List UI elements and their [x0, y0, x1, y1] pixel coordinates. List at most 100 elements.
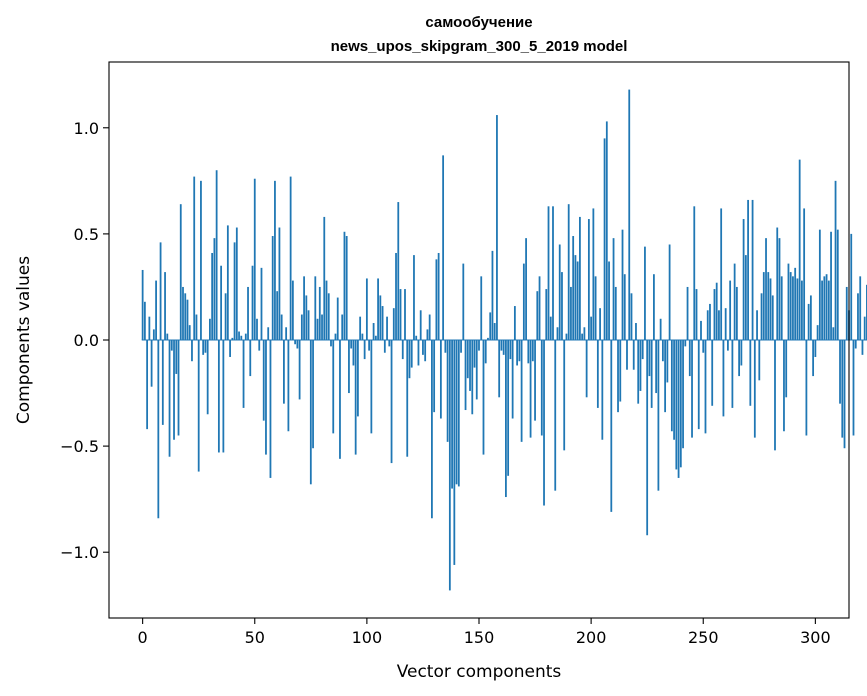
bar-184 [554, 340, 557, 491]
bar-18 [182, 286, 184, 340]
x-axis: 0 50 100 150 200 250 300 [138, 618, 831, 647]
bar-55 [265, 340, 267, 455]
bar-72 [303, 276, 305, 340]
bar-58 [271, 236, 274, 340]
bar-277 [762, 272, 765, 340]
bar-154 [487, 337, 489, 340]
bar-255 [713, 289, 716, 340]
bar-73 [305, 295, 308, 340]
bar-146 [469, 340, 471, 391]
bar-103 [372, 323, 375, 340]
bar-294 [801, 280, 803, 340]
bar-180 [545, 289, 548, 340]
bar-19 [184, 293, 187, 340]
bar-172 [527, 340, 530, 364]
bar-312 [841, 340, 844, 438]
bar-91 [345, 236, 348, 340]
bar-204 [599, 308, 601, 340]
bar-274 [756, 310, 758, 340]
bar-71 [300, 314, 303, 340]
bar-69 [296, 340, 299, 349]
bar-111 [390, 340, 393, 464]
bar-281 [771, 295, 774, 340]
bar-289 [789, 272, 792, 340]
bar-273 [753, 340, 756, 438]
bar-185 [556, 327, 559, 340]
bar-313 [843, 340, 846, 449]
bar-321 [861, 340, 864, 355]
bar-190 [567, 204, 570, 340]
bar-14 [173, 340, 175, 440]
bar-311 [839, 340, 841, 404]
bar-310 [836, 229, 839, 340]
bar-3 [148, 316, 151, 340]
bar-229 [655, 340, 658, 394]
bar-156 [491, 250, 494, 340]
bar-252 [706, 310, 709, 340]
bar-126 [424, 340, 427, 362]
bar-75 [309, 340, 312, 485]
bar-43 [238, 331, 240, 340]
bar-223 [641, 340, 644, 360]
bar-283 [776, 227, 779, 340]
bar-160 [500, 340, 503, 351]
bar-90 [343, 231, 346, 340]
bar-145 [466, 340, 469, 379]
bar-120 [410, 340, 413, 368]
y-tick-label-3: 0.5 [74, 225, 99, 244]
bar-318 [854, 340, 857, 349]
bar-194 [576, 261, 579, 340]
bar-101 [368, 340, 371, 351]
bar-181 [547, 206, 550, 340]
bar-142 [460, 340, 462, 353]
bar-77 [314, 276, 317, 340]
bar-151 [480, 276, 483, 340]
bar-74 [307, 310, 310, 340]
bar-112 [392, 308, 395, 340]
bar-152 [482, 340, 485, 455]
bar-217 [628, 89, 631, 340]
bar-221 [637, 340, 640, 404]
bar-28 [204, 340, 207, 353]
bar-307 [830, 231, 832, 340]
bar-93 [350, 340, 353, 349]
bar-89 [341, 314, 344, 340]
x-tick-label-200: 200 [576, 628, 607, 647]
bar-8 [159, 242, 162, 340]
bar-187 [561, 272, 563, 340]
bar-97 [359, 316, 362, 340]
bar-265 [735, 286, 738, 340]
bar-301 [816, 325, 819, 340]
bar-110 [388, 340, 391, 347]
bar-262 [729, 280, 732, 340]
bar-17 [179, 204, 182, 340]
bar-271 [749, 340, 752, 406]
bar-295 [803, 208, 806, 340]
bar-140 [455, 340, 458, 485]
bar-35 [220, 265, 223, 340]
bar-320 [859, 276, 862, 340]
bar-45 [242, 340, 245, 408]
bar-207 [605, 121, 608, 340]
bar-124 [419, 310, 422, 340]
bar-129 [431, 340, 433, 519]
bar-46 [244, 333, 247, 340]
bar-104 [374, 335, 377, 340]
bar-319 [857, 293, 859, 340]
x-tick-label-100: 100 [352, 628, 383, 647]
bar-159 [498, 340, 501, 398]
bar-250 [702, 340, 705, 353]
bar-0 [141, 269, 144, 340]
bar-238 [675, 340, 678, 470]
bar-118 [406, 340, 409, 457]
bar-168 [518, 340, 521, 362]
bar-59 [274, 180, 276, 340]
y-tick-label-1: −0.5 [60, 437, 99, 456]
bar-309 [834, 180, 837, 340]
bar-209 [610, 340, 613, 512]
bar-164 [509, 340, 512, 360]
bar-220 [635, 323, 637, 340]
bar-249 [700, 320, 702, 340]
bar-193 [574, 255, 577, 340]
